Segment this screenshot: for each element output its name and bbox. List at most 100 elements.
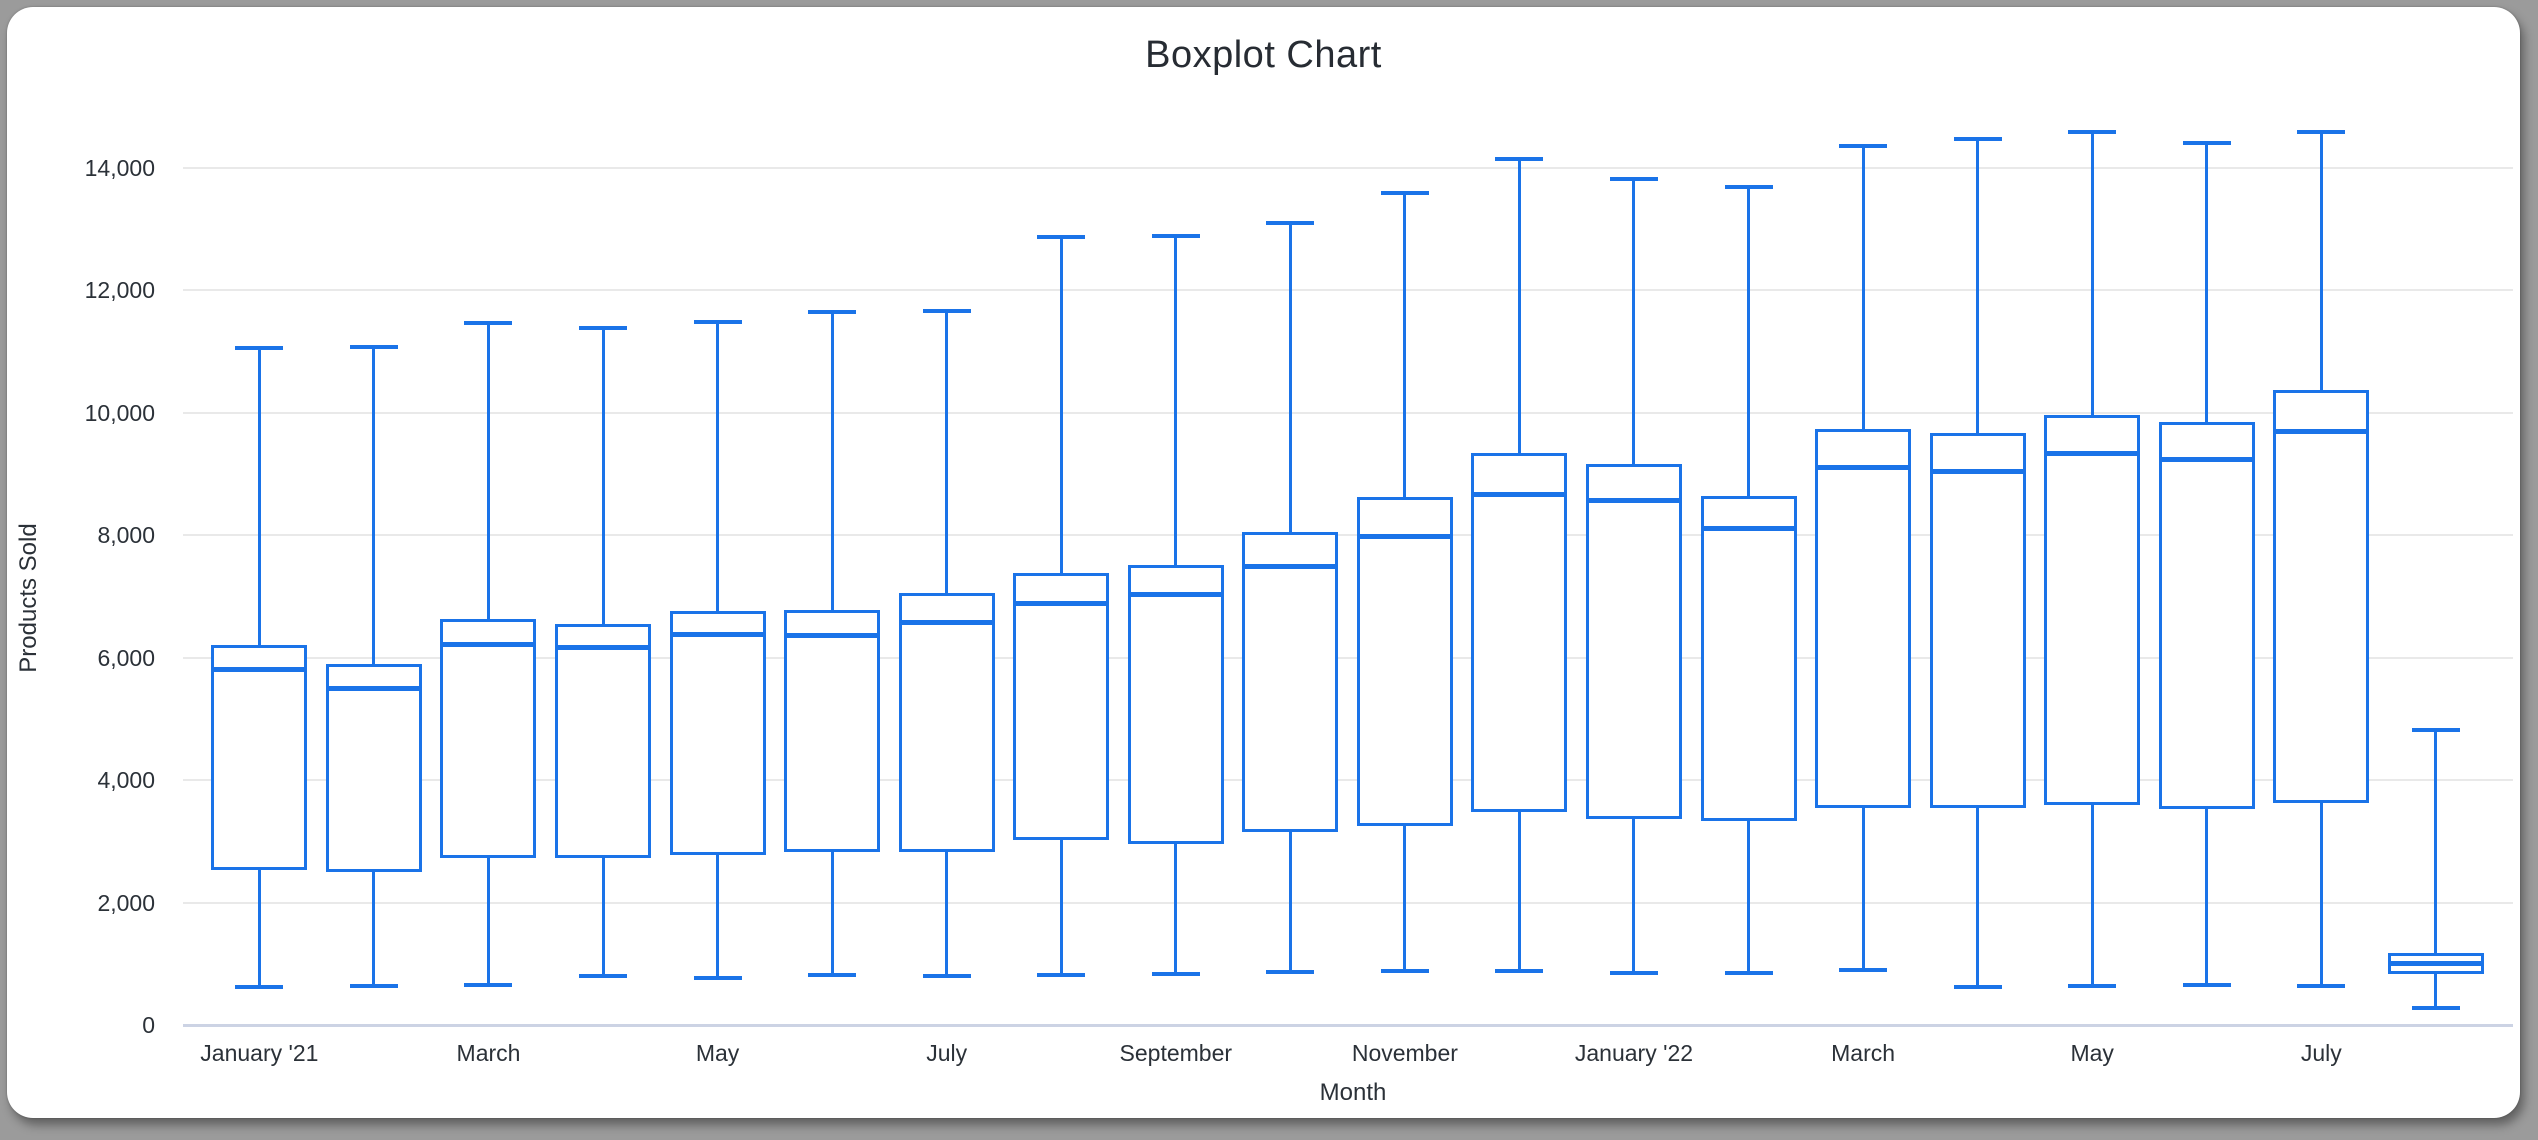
whisker-upper <box>716 321 720 612</box>
x-tick-label-january-21: January '21 <box>200 1040 319 1066</box>
boxplot-april-15[interactable] <box>1920 136 2035 989</box>
x-tick-label-march: March <box>1831 1040 1896 1066</box>
gridline-2000 <box>183 901 2513 904</box>
boxplot-november-10[interactable] <box>1348 191 1463 974</box>
whisker-cap-min <box>1953 984 2002 989</box>
whisker-upper <box>486 322 490 619</box>
boxplot-february-1[interactable] <box>317 344 432 988</box>
x-axis-title: Month <box>1319 1079 1387 1106</box>
iqr-box <box>1356 497 1453 827</box>
boxplot-june-5[interactable] <box>775 309 890 978</box>
whisker-cap-min <box>2182 982 2231 987</box>
median-line <box>440 641 537 647</box>
median-line <box>1585 497 1682 503</box>
median-line <box>1471 492 1568 498</box>
y-tick-label-14000: 14,000 <box>84 155 155 181</box>
iqr-box <box>2273 389 2370 803</box>
whisker-cap-min <box>1724 970 1773 975</box>
median-line <box>325 685 422 691</box>
whisker-cap-min <box>579 974 628 979</box>
median-line <box>2387 960 2484 966</box>
iqr-box <box>1585 463 1682 820</box>
median-line <box>1700 526 1797 532</box>
whisker-cap-min <box>1609 971 1658 976</box>
whisker-cap-min <box>2297 983 2346 988</box>
boxplot-august-19[interactable] <box>2379 727 2494 1011</box>
iqr-box <box>325 664 422 872</box>
whisker-upper <box>1403 193 1407 498</box>
whisker-cap-min <box>464 982 513 987</box>
boxplot-june-17[interactable] <box>2149 140 2264 987</box>
iqr-box <box>898 592 995 853</box>
whisker-cap-min <box>2068 983 2117 988</box>
boxplot-august-7[interactable] <box>1004 235 1119 978</box>
boxplot-march-2[interactable] <box>431 320 546 987</box>
whisker-lower <box>716 855 720 979</box>
y-axis-title: Products Sold <box>15 523 42 673</box>
boxplot-december-11[interactable] <box>1462 156 1577 974</box>
x-tick-label-march: March <box>456 1040 521 1066</box>
whisker-upper <box>1861 145 1865 429</box>
x-tick-label-july: July <box>926 1040 968 1066</box>
gridline-6000 <box>183 656 2513 659</box>
gridline-14000 <box>183 167 2513 169</box>
whisker-upper <box>257 347 261 645</box>
median-line <box>1356 534 1453 539</box>
median-line <box>1242 563 1339 569</box>
boxplot-april-3[interactable] <box>546 326 661 979</box>
iqr-box <box>1242 532 1339 833</box>
iqr-box <box>2044 415 2141 805</box>
boxplot-february-13[interactable] <box>1691 184 1806 975</box>
median-line <box>669 631 766 637</box>
whisker-cap-min <box>1266 970 1315 975</box>
whisker-cap-min <box>1151 972 1200 977</box>
whisker-upper <box>1517 158 1521 454</box>
whisker-lower <box>2205 808 2209 985</box>
x-tick-label-november: November <box>1351 1040 1458 1066</box>
iqr-box <box>2158 422 2255 809</box>
whisker-upper <box>2090 132 2094 416</box>
whisker-lower <box>1976 807 1980 987</box>
median-line <box>555 645 652 651</box>
x-axis-baseline <box>183 1024 2513 1027</box>
y-tick-label-8000: 8,000 <box>97 522 155 549</box>
whisker-lower <box>830 852 834 976</box>
median-line <box>1013 601 1110 607</box>
whisker-upper <box>1747 186 1751 497</box>
gridline-8000 <box>183 534 2513 537</box>
whisker-upper <box>601 328 605 625</box>
gridline-12000 <box>183 289 2513 292</box>
chart-title: Boxplot Chart <box>1145 34 1382 76</box>
boxplot-january-22-12[interactable] <box>1577 177 1692 976</box>
whisker-upper <box>1632 179 1636 464</box>
y-tick-label-0: 0 <box>142 1012 155 1038</box>
whisker-upper <box>2205 142 2209 423</box>
whisker-lower <box>1288 832 1292 973</box>
boxplot-march-14[interactable] <box>1806 143 1921 972</box>
whisker-lower <box>1403 826 1407 972</box>
whisker-upper <box>1174 235 1178 565</box>
boxplot-july-18[interactable] <box>2264 130 2379 988</box>
whisker-lower <box>2090 804 2094 986</box>
boxplot-september-8[interactable] <box>1119 233 1234 977</box>
median-line <box>784 632 881 638</box>
boxplot-july-6[interactable] <box>889 309 1004 979</box>
boxplot-may-4[interactable] <box>660 319 775 981</box>
whisker-upper <box>1288 223 1292 533</box>
iqr-box <box>1013 572 1110 840</box>
x-tick-label-july: July <box>2300 1040 2342 1066</box>
whisker-upper <box>1976 138 1980 434</box>
whisker-cap-min <box>1495 969 1544 974</box>
boxplot-may-16[interactable] <box>2035 130 2150 988</box>
iqr-box <box>1700 496 1797 822</box>
boxplot-january-21-0[interactable] <box>202 345 317 990</box>
whisker-lower <box>1059 839 1063 976</box>
whisker-upper <box>1059 237 1063 573</box>
whisker-cap-min <box>2411 1006 2460 1011</box>
whisker-upper <box>2319 132 2323 390</box>
median-line <box>211 667 308 673</box>
iqr-box <box>1929 433 2026 808</box>
whisker-lower <box>257 870 261 988</box>
boxplot-october-9[interactable] <box>1233 221 1348 975</box>
